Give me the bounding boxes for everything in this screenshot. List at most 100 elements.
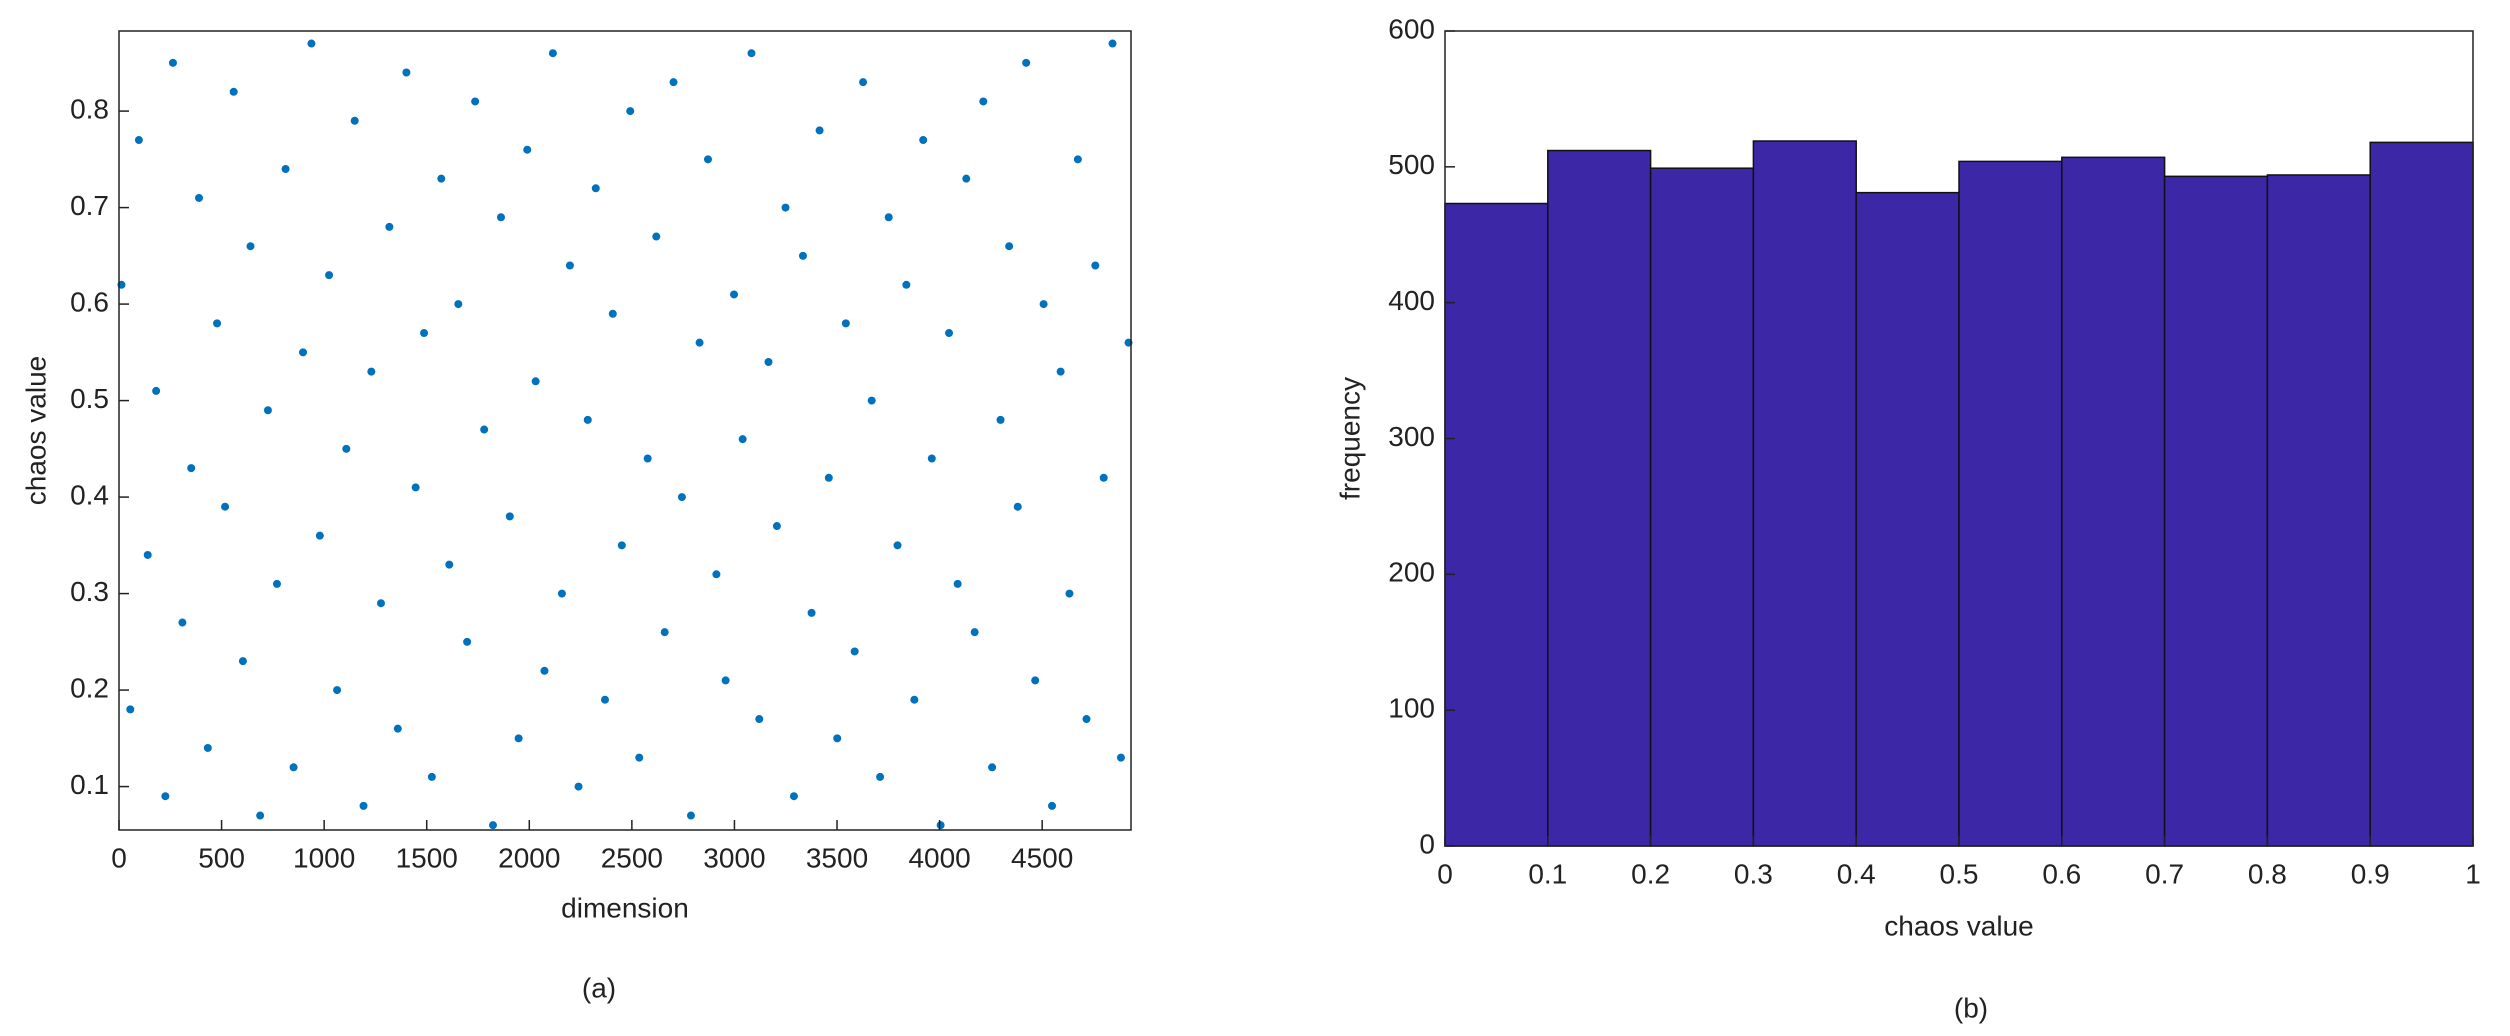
point: [764, 357, 773, 366]
point: [807, 608, 816, 617]
point: [798, 251, 807, 260]
point: [463, 637, 472, 646]
point: [385, 222, 394, 231]
y-tick-label: 0: [1419, 828, 1435, 859]
point: [643, 454, 652, 463]
point: [789, 792, 798, 801]
point: [772, 522, 781, 531]
point: [1091, 261, 1100, 270]
point: [531, 377, 540, 386]
point: [574, 782, 583, 791]
point: [824, 473, 833, 482]
point: [919, 136, 928, 145]
point: [1108, 39, 1117, 48]
point: [1013, 502, 1022, 511]
point: [677, 493, 686, 502]
point: [445, 560, 454, 569]
x-tick-label: 4500: [1011, 842, 1073, 873]
point: [350, 116, 359, 125]
point: [927, 454, 936, 463]
point: [471, 97, 480, 106]
x-tick-label: 500: [198, 842, 245, 873]
point: [134, 136, 143, 145]
point: [213, 319, 222, 328]
point: [367, 367, 376, 376]
point: [703, 155, 712, 164]
point: [221, 502, 230, 511]
point: [263, 406, 272, 415]
point: [289, 763, 298, 772]
point: [591, 184, 600, 193]
point: [660, 628, 669, 637]
bar: [1752, 140, 1857, 847]
point: [229, 87, 238, 96]
point: [1031, 676, 1040, 685]
point: [695, 338, 704, 347]
point: [1056, 367, 1065, 376]
point: [411, 483, 420, 492]
point: [488, 821, 497, 830]
point: [893, 541, 902, 550]
bar: [2061, 156, 2166, 847]
point: [540, 666, 549, 675]
bar: [1649, 167, 1755, 847]
x-tick-label: 1: [2465, 858, 2481, 889]
point: [256, 811, 265, 820]
point: [910, 695, 919, 704]
x-tick-label: 2500: [601, 842, 663, 873]
bar: [1444, 202, 1549, 847]
point: [557, 589, 566, 598]
point: [988, 763, 997, 772]
point: [307, 39, 316, 48]
point: [884, 213, 893, 222]
x-tick-label: 0: [111, 842, 127, 873]
point: [325, 271, 334, 280]
point: [393, 724, 402, 733]
point: [480, 425, 489, 434]
bar: [2266, 174, 2371, 847]
x-tick-label: 0.4: [1837, 858, 1876, 889]
point: [608, 309, 617, 318]
point: [962, 174, 971, 183]
bar: [2369, 141, 2474, 847]
point: [583, 415, 592, 424]
point: [281, 164, 290, 173]
point: [712, 570, 721, 579]
point: [945, 329, 954, 338]
point: [1116, 753, 1125, 762]
point: [867, 396, 876, 405]
point: [1073, 155, 1082, 164]
bar: [1547, 149, 1652, 847]
y-tick-label: 0.4: [70, 479, 109, 510]
y-tick-label: 100: [1388, 693, 1435, 724]
point: [126, 705, 135, 714]
y-tick-label: 200: [1388, 557, 1435, 588]
point: [342, 444, 351, 453]
x-tick-label: 3000: [703, 842, 765, 873]
point: [333, 686, 342, 695]
x-tick-label: 1500: [396, 842, 458, 873]
bar: [2163, 175, 2269, 847]
x-tick-label: 3500: [806, 842, 868, 873]
point: [841, 319, 850, 328]
y-tick-label: 400: [1388, 285, 1435, 316]
point: [161, 792, 170, 801]
point: [272, 579, 281, 588]
point: [1082, 715, 1091, 724]
point: [600, 695, 609, 704]
point: [876, 772, 885, 781]
point: [970, 628, 979, 637]
point: [315, 531, 324, 540]
point: [195, 193, 204, 202]
point: [652, 232, 661, 241]
y-tick-label: 0.7: [70, 190, 109, 221]
x-tick-label: 0.3: [1734, 858, 1773, 889]
y-tick-label: 0.8: [70, 93, 109, 124]
point: [626, 107, 635, 116]
caption: (a): [582, 972, 616, 1003]
point: [1048, 801, 1057, 810]
point: [402, 68, 411, 77]
y-axis-label: chaos value: [20, 356, 51, 505]
